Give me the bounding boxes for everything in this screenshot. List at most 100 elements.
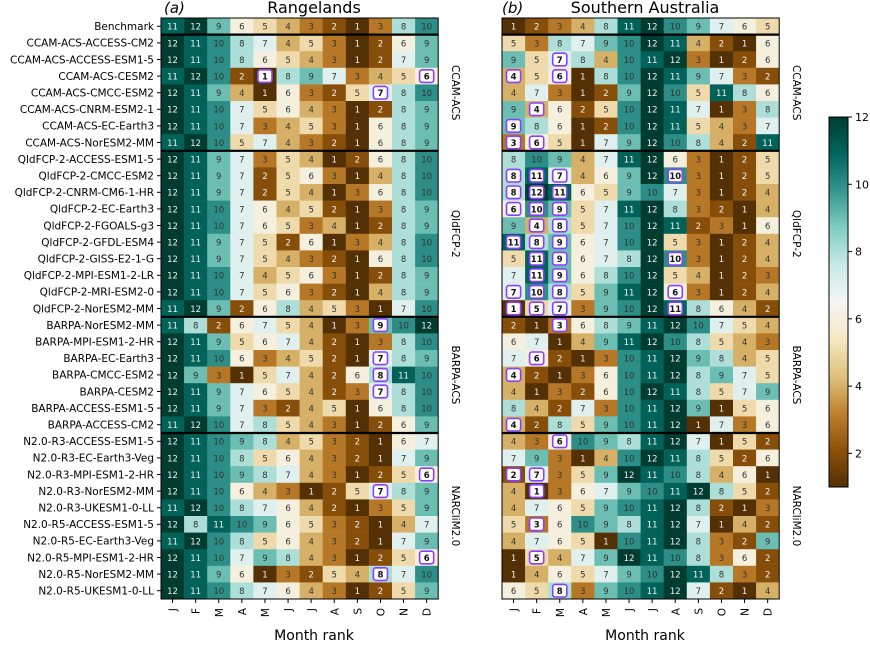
cell-value-label: 11 [167,421,178,431]
cell-value-label: 2 [742,189,747,199]
highlight-box [505,69,522,84]
heatmap-cell [640,283,664,301]
heatmap-cell [276,250,300,268]
cell-value-label: 1 [355,56,360,66]
heatmap-cell [571,383,595,401]
heatmap-cell [617,267,641,284]
heatmap-cell [709,383,734,401]
cell-value-label: 7 [377,488,383,498]
panel-b-tag: (b) [502,0,523,17]
cell-value-label: 3 [534,438,539,448]
cell-value-label: 4 [332,222,337,232]
cell-value-label: 8 [239,56,244,66]
cell-value-label: 12 [167,438,178,448]
cell-value-label: 3 [332,471,337,481]
cell-value-label: 7 [603,571,608,581]
cell-value-label: 8 [285,73,290,83]
x-tick-label: A [578,607,590,615]
heatmap-cell [322,366,347,384]
heatmap-cell [392,200,416,218]
cell-value-label: 10 [213,504,224,514]
heatmap-cell [733,350,757,367]
heatmap-cell [207,433,231,450]
cell-value-label: 4 [719,122,724,132]
cell-value-label: 9 [424,488,429,498]
heatmap-cell [392,217,416,235]
heatmap-cell [640,117,664,135]
cell-value-label: 3 [332,521,337,531]
cell-value-label: 6 [580,488,585,498]
heatmap-cell [617,549,641,567]
cell-value-label: 3 [719,537,724,547]
group-label: QldFCP-2 [449,210,461,258]
x-axis-label-b: Month rank [605,628,686,644]
cell-value-label: 6 [424,554,430,564]
heatmap-cell [392,350,416,367]
group-label: BARPA-ACS [790,345,802,404]
heatmap-cell [594,316,618,334]
x-tick-label: J [624,608,636,612]
cell-value-label: 9 [626,89,631,99]
cell-value-label: 11 [190,205,201,215]
cell-value-label: 6 [557,122,562,132]
heatmap-cell [368,449,393,467]
cell-value-label: 3 [332,172,337,182]
cell-value-label: 9 [719,371,724,381]
cell-value-label: 11 [167,504,178,514]
heatmap-cell [161,184,185,201]
highlight-box [551,201,568,217]
cell-value-label: 3 [696,156,701,166]
cell-value-label: 8 [401,205,406,215]
cell-value-label: 2 [332,89,337,99]
cell-value-label: 10 [213,272,224,282]
cell-value-label: 12 [647,255,658,265]
cell-value-label: 4 [511,388,516,398]
cell-value-label: 11 [190,405,201,415]
cell-value-label: 3 [696,189,701,199]
cell-value-label: 4 [308,587,313,597]
heatmap-cell [571,101,595,118]
cell-value-label: 2 [765,554,770,564]
cell-value-label: 2 [719,205,724,215]
heatmap-cell [709,18,734,35]
heatmap-cell [299,84,323,102]
cell-value-label: 1 [557,371,562,381]
cell-value-label: 5 [511,255,516,265]
heatmap-cell [207,250,231,268]
heatmap-cell [640,532,664,550]
heatmap-cell [161,350,185,367]
heatmap-cell [640,399,664,417]
cell-value-label: 8 [377,371,383,381]
cell-value-label: 10 [624,388,635,398]
heatmap-cell [686,18,711,35]
cell-value-label: 8 [401,189,406,199]
cell-value-label: 6 [285,504,290,514]
cell-value-label: 4 [765,239,770,249]
highlight-box [505,417,522,432]
cell-value-label: 7 [262,587,267,597]
cell-value-label: 4 [511,488,516,498]
cell-value-label: 5 [603,106,608,116]
heatmap-cell [502,217,526,235]
cell-value-label: 4 [262,272,267,282]
heatmap-cell [184,134,208,152]
heatmap-cell [207,217,231,235]
heatmap-cell [276,51,300,69]
cell-value-label: 4 [534,405,539,415]
heatmap-cell [733,233,757,251]
heatmap-cell [709,167,734,185]
cell-value-label: 6 [262,338,267,348]
cell-value-label: 1 [355,255,360,265]
heatmap-cell [640,184,664,201]
cell-value-label: 12 [670,371,681,381]
cell-value-label: 11 [190,39,201,49]
heatmap-cell [733,51,757,69]
cell-value-label: 8 [626,255,631,265]
cell-value-label: 12 [167,39,178,49]
heatmap-cell [345,516,370,533]
cell-value-label: 4 [696,39,701,49]
heatmap-cell [322,582,347,600]
cell-value-label: 2 [332,338,337,348]
heatmap-cell [663,34,688,52]
cell-value-label: 3 [765,338,770,348]
